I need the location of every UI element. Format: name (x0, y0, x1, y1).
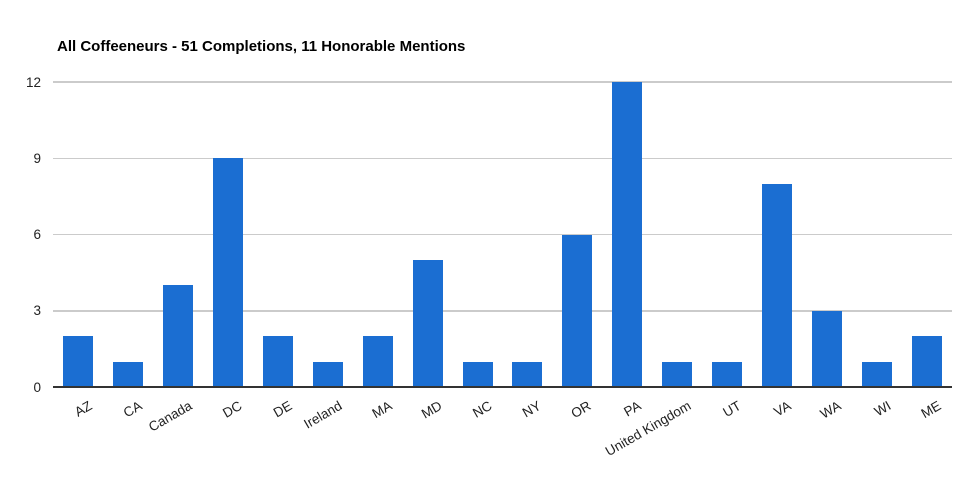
x-tick-label-dc: DC (219, 398, 245, 421)
x-tick-label-canada: Canada (145, 398, 195, 435)
bar-wa[interactable] (812, 310, 843, 387)
x-tick-label-ut: UT (720, 398, 744, 420)
bar-dc[interactable] (212, 158, 243, 387)
bar-canada[interactable] (162, 285, 193, 387)
gridline-y-12 (53, 81, 952, 83)
y-tick-label-12: 12 (25, 74, 41, 90)
gridline-y-6 (53, 233, 952, 236)
bar-ny[interactable] (512, 361, 543, 387)
x-tick-label-az: AZ (72, 398, 95, 420)
x-tick-label-or: OR (568, 398, 594, 422)
bar-wi[interactable] (862, 361, 893, 387)
bar-va[interactable] (762, 183, 793, 387)
bar-or[interactable] (562, 234, 593, 387)
x-tick-label-wa: WA (817, 398, 844, 422)
bar-ma[interactable] (362, 336, 393, 387)
bar-ca[interactable] (112, 361, 143, 387)
bar-ireland[interactable] (312, 361, 343, 387)
y-tick-label-9: 9 (33, 150, 41, 166)
y-tick-label-3: 3 (33, 303, 41, 319)
bar-az[interactable] (62, 336, 93, 387)
x-tick-label-de: DE (270, 398, 295, 421)
x-axis-baseline (53, 386, 952, 388)
x-tick-label-ny: NY (520, 398, 544, 421)
x-tick-label-nc: NC (469, 398, 495, 421)
x-tick-label-me: ME (918, 398, 944, 422)
plot-area (53, 81, 952, 388)
x-tick-label-wi: WI (871, 398, 894, 420)
x-tick-label-united-kingdom: United Kingdom (603, 398, 694, 460)
bar-united-kingdom[interactable] (662, 361, 693, 387)
bar-de[interactable] (262, 336, 293, 387)
bar-nc[interactable] (462, 361, 493, 387)
x-tick-label-md: MD (418, 398, 445, 422)
x-tick-label-ma: MA (369, 398, 395, 422)
bar-pa[interactable] (612, 82, 643, 387)
x-tick-label-va: VA (771, 398, 794, 420)
chart-title: All Coffeeneurs - 51 Completions, 11 Hon… (57, 38, 466, 55)
x-tick-label-ca: CA (120, 398, 145, 421)
x-tick-label-ireland: Ireland (300, 398, 345, 432)
x-tick-label-pa: PA (621, 398, 644, 420)
y-tick-label-6: 6 (33, 227, 41, 242)
bar-md[interactable] (412, 259, 443, 387)
y-tick-label-0: 0 (33, 379, 41, 395)
bar-me[interactable] (912, 336, 943, 387)
gridline-y-3 (53, 310, 952, 312)
gridline-y-9 (53, 157, 952, 159)
bar-ut[interactable] (712, 361, 743, 387)
